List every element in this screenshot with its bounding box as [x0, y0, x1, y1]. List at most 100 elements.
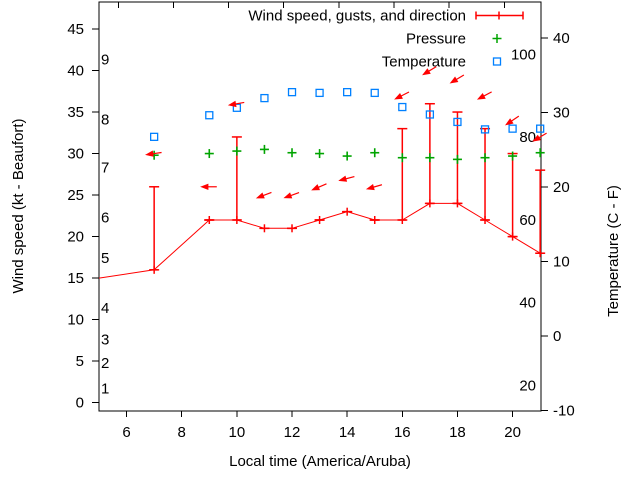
- temperature-point: [425, 110, 435, 119]
- wind-direction-arrows: [145, 66, 547, 199]
- arrow-head: [449, 76, 459, 84]
- temperature-point: [508, 124, 517, 133]
- legend: Wind speed, gusts, and direction Pressure…: [248, 8, 524, 71]
- fahrenheit-scale-label: 20: [519, 377, 536, 394]
- arrow-head: [145, 150, 154, 157]
- direction-arrow: [255, 191, 272, 199]
- y-right-tick-label: 40: [553, 30, 570, 47]
- arrow-head: [227, 100, 237, 108]
- legend-label: Wind speed, gusts, and direction: [248, 8, 466, 25]
- y-left-tick-label: 30: [67, 146, 84, 163]
- direction-arrow: [476, 91, 492, 100]
- y-left-tick-label: 0: [76, 395, 84, 412]
- x-tick-label: 6: [122, 424, 130, 441]
- wind-point: [259, 224, 270, 233]
- plot-border: [98, 1, 542, 412]
- arrow-head: [505, 118, 514, 126]
- pressure-point: [259, 144, 269, 154]
- temperature-point: [260, 93, 269, 103]
- temperature-point: [287, 87, 297, 97]
- wind-point: [369, 215, 380, 224]
- arrow-head: [476, 93, 486, 100]
- y-left-tick-label: 45: [67, 21, 84, 38]
- legend-label: Pressure: [406, 31, 466, 48]
- direction-arrow: [200, 183, 217, 190]
- direction-arrow: [449, 74, 465, 84]
- fahrenheit-scale-label: 40: [519, 295, 536, 312]
- temperature-point: [205, 111, 214, 120]
- pressure-point: [480, 153, 490, 163]
- fahrenheit-scale-label: 100: [511, 46, 536, 63]
- beaufort-scale-label: 7: [101, 160, 109, 177]
- x-axis-title: Local time (America/Aruba): [229, 453, 411, 470]
- direction-arrow: [311, 183, 327, 191]
- pressure-point: [287, 148, 297, 158]
- legend-entry-temperature: Temperature: [382, 54, 502, 71]
- beaufort-scale-label: 8: [101, 112, 109, 129]
- direction-arrow: [283, 191, 300, 199]
- pressure-point: [342, 151, 352, 161]
- legend-sample-errorbar-line: [475, 11, 524, 20]
- legend-entry-wind: Wind speed, gusts, and direction: [248, 8, 524, 25]
- wind-point: [535, 169, 546, 258]
- temperature-point: [453, 117, 462, 127]
- y-left-tick-label: 35: [67, 104, 84, 121]
- legend-sample-open-square: [492, 57, 502, 66]
- x-tick-label: 8: [178, 424, 186, 441]
- wind-point: [149, 186, 160, 274]
- legend-sample-plus: [492, 34, 502, 43]
- direction-arrow: [505, 115, 520, 126]
- beaufort-scale-label: 5: [101, 250, 109, 267]
- wind-point: [342, 207, 353, 216]
- x-tick-label: 12: [284, 424, 301, 441]
- y-right-axis-title: Temperature (C - F): [605, 185, 622, 317]
- wind-point: [287, 224, 298, 233]
- direction-arrow: [338, 175, 355, 182]
- legend-label: Temperature: [382, 54, 466, 71]
- arrow-head: [200, 183, 209, 190]
- temperature-series: [149, 87, 545, 141]
- wind-point: [452, 111, 463, 208]
- arrow-head: [255, 192, 265, 199]
- pressure-point: [452, 154, 462, 164]
- y-right-tick-label: 10: [553, 253, 570, 270]
- direction-arrow: [365, 184, 383, 191]
- temperature-point: [536, 124, 545, 133]
- pressure-point: [397, 153, 407, 163]
- x-tick-label: 18: [449, 424, 466, 441]
- arrow-head: [283, 192, 293, 199]
- direction-arrow: [532, 132, 547, 142]
- pressure-point: [232, 146, 242, 156]
- direction-arrow: [145, 150, 162, 157]
- beaufort-scale-label: 9: [101, 52, 109, 69]
- temperature-point: [315, 88, 324, 98]
- arrow-head: [394, 93, 403, 100]
- y-left-tick-label: 15: [67, 270, 84, 287]
- arrow-head: [532, 134, 542, 142]
- temperature-point: [480, 125, 490, 134]
- arrow-head: [365, 184, 375, 191]
- y-left-axis-title: Wind speed (kt - Beaufort): [10, 118, 27, 293]
- direction-arrow: [394, 91, 410, 100]
- axes: [92, 1, 548, 417]
- pressure-point: [425, 153, 435, 163]
- temperature-point: [343, 87, 352, 97]
- beaufort-scale-label: 1: [101, 381, 109, 398]
- wind-point: [204, 215, 215, 224]
- y-left-tick-label: 20: [67, 229, 84, 246]
- y-left-tick-label: 10: [67, 312, 84, 329]
- y-left-tick-label: 5: [76, 353, 84, 370]
- pressure-point: [508, 151, 518, 161]
- wind-point: [314, 215, 325, 224]
- x-tick-label: 14: [339, 424, 356, 441]
- pressure-point: [315, 149, 325, 159]
- y-left-tick-label: 40: [67, 63, 84, 80]
- y-right-tick-label: 20: [553, 179, 570, 196]
- pressure-point: [370, 148, 380, 158]
- y-right-tick-label: 0: [553, 328, 561, 345]
- pressure-point: [535, 148, 545, 158]
- pressure-series: [149, 144, 545, 164]
- y-right-tick-label: 30: [553, 104, 570, 121]
